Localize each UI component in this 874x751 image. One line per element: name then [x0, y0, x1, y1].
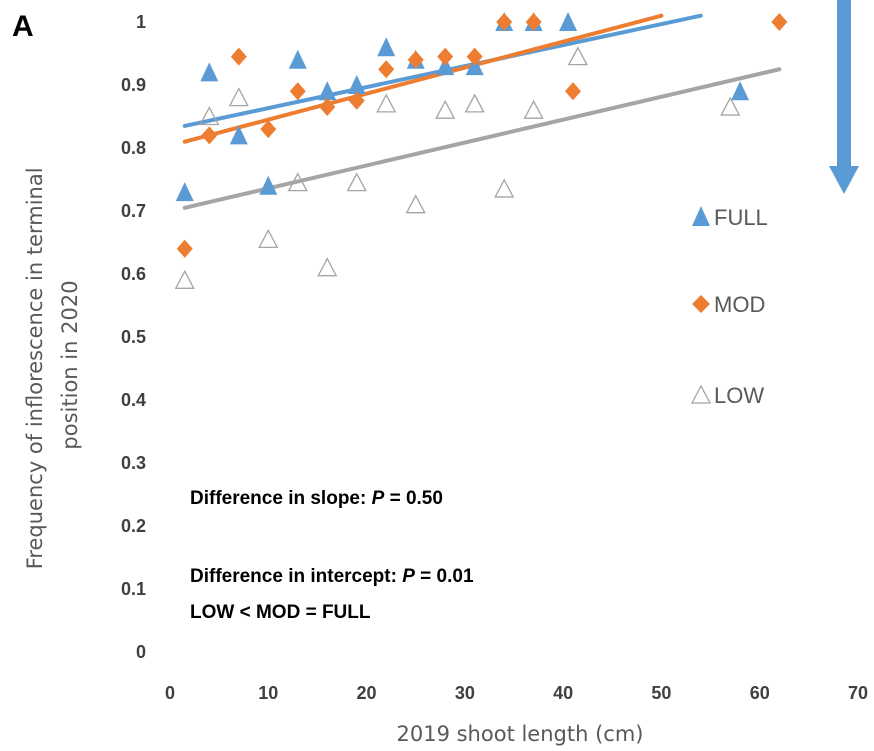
y-tick-label: 0.4	[121, 390, 146, 410]
x-tick-label: 40	[553, 683, 573, 703]
point-mod	[176, 239, 193, 258]
intercept-prefix: Difference in intercept:	[190, 566, 402, 587]
x-tick-label: 50	[651, 683, 671, 703]
slope-p-value: = 0.50	[384, 488, 443, 509]
point-full	[175, 182, 194, 202]
legend-full-marker	[692, 206, 710, 226]
x-axis-title: 2019 shoot length (cm)	[397, 722, 644, 746]
data-points	[174, 12, 788, 289]
x-tick-label: 0	[165, 683, 175, 703]
point-mod	[319, 98, 336, 117]
point-low	[199, 106, 220, 126]
y-axis-title-line-1: Frequency of inflorescence in terminal	[23, 167, 47, 569]
x-tick-label: 60	[750, 683, 770, 703]
point-mod	[437, 47, 454, 66]
legend-mod-label: MOD	[714, 292, 765, 317]
point-full	[200, 62, 219, 82]
legend-full-label: FULL	[714, 205, 768, 230]
y-tick-label: 0.3	[121, 453, 146, 473]
panel-label: A	[12, 10, 34, 43]
legend-mod-marker	[692, 295, 710, 313]
point-mod	[378, 60, 395, 79]
point-low	[228, 87, 249, 107]
point-low	[405, 194, 426, 214]
trendline-mod	[182, 13, 664, 144]
x-tick-label: 10	[258, 683, 278, 703]
intercept-p-value: = 0.01	[415, 566, 474, 587]
intercept-annotation: Difference in intercept: P = 0.01	[190, 566, 474, 587]
point-low	[346, 172, 367, 192]
point-full	[288, 49, 307, 69]
point-mod	[230, 47, 247, 66]
point-mod	[564, 82, 581, 101]
down-arrow	[829, 0, 859, 194]
legend-low-label: LOW	[714, 383, 764, 408]
point-full	[377, 37, 396, 57]
y-tick-label: 0.9	[121, 75, 146, 95]
point-full	[229, 125, 248, 145]
y-axis-title: Frequency of inflorescence in terminal p…	[23, 161, 82, 569]
arrow-shaft	[837, 0, 851, 170]
trendline-low	[182, 67, 782, 210]
point-mod	[348, 91, 365, 110]
legend-low-marker	[690, 384, 712, 404]
point-low	[720, 96, 741, 116]
arrow-head	[829, 166, 859, 194]
point-low	[287, 172, 308, 192]
y-axis-ticks: 0 0.1 0.2 0.3 0.4 0.5 0.6 0.7 0.8 0.9 1	[121, 12, 146, 662]
comparison-annotation: LOW < MOD = FULL	[190, 602, 371, 623]
point-low	[258, 228, 279, 249]
point-low	[567, 46, 588, 66]
y-tick-label: 0.2	[121, 516, 146, 536]
x-tick-label: 70	[848, 683, 868, 703]
point-low	[494, 178, 515, 198]
y-tick-label: 0.5	[121, 327, 146, 347]
point-low	[376, 93, 397, 113]
slope-prefix: Difference in slope:	[190, 488, 372, 509]
point-low	[435, 99, 456, 119]
point-mod	[201, 126, 218, 145]
legend: FULL MOD LOW	[690, 205, 768, 408]
point-low	[523, 99, 544, 119]
x-tick-label: 30	[455, 683, 475, 703]
point-mod	[496, 13, 513, 31]
x-tick-label: 20	[357, 683, 377, 703]
point-full	[347, 75, 366, 94]
x-axis-ticks: 0 10 20 30 40 50 60 70	[165, 683, 868, 703]
y-tick-label: 0.1	[121, 579, 146, 599]
point-mod	[407, 50, 424, 69]
y-axis-title-line-2: position in 2020	[58, 280, 82, 449]
point-low	[464, 93, 485, 113]
y-tick-label: 0.8	[121, 138, 146, 158]
point-mod	[466, 47, 483, 66]
point-mod	[260, 120, 277, 139]
point-low	[317, 257, 338, 277]
statistics-annotation: Difference in slope: P = 0.50 Difference…	[190, 488, 474, 623]
y-tick-label: 0.7	[121, 201, 146, 221]
point-full	[259, 175, 278, 195]
point-full	[731, 81, 750, 101]
slope-p-symbol: P	[372, 488, 385, 509]
y-tick-label: 1	[136, 12, 146, 32]
intercept-p-symbol: P	[402, 566, 415, 587]
point-full	[318, 81, 337, 101]
slope-annotation: Difference in slope: P = 0.50	[190, 488, 443, 509]
y-tick-label: 0.6	[121, 264, 146, 284]
point-full	[559, 12, 578, 31]
point-mod	[289, 82, 306, 101]
point-mod	[525, 13, 542, 31]
point-low	[174, 269, 195, 289]
point-mod	[771, 13, 788, 31]
y-tick-label: 0	[136, 642, 146, 662]
